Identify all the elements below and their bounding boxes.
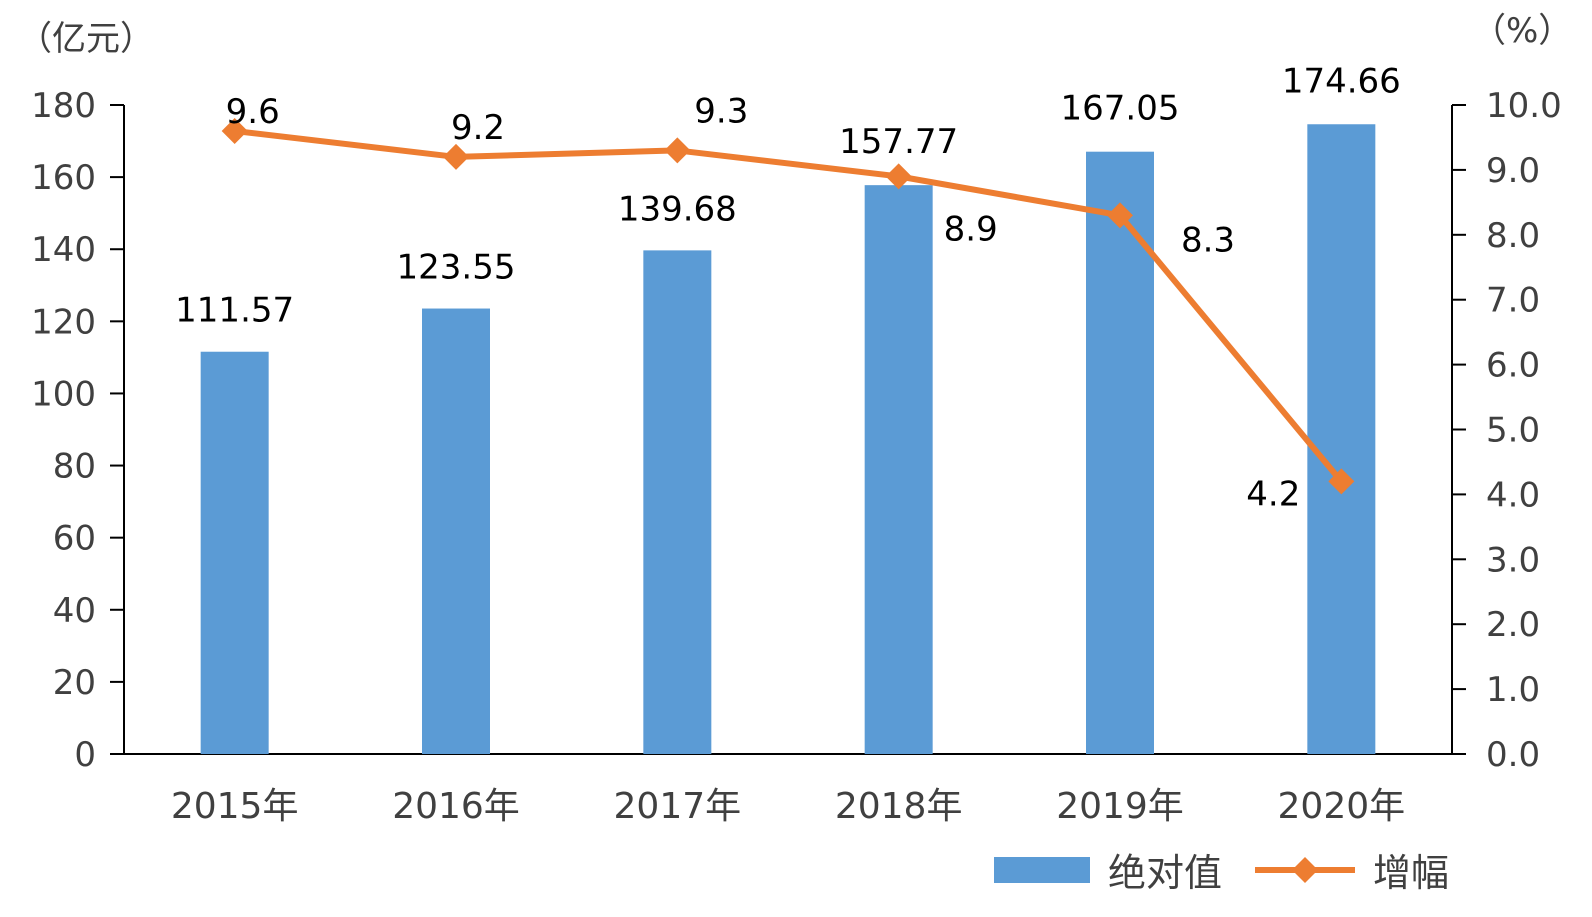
bar: [643, 250, 712, 754]
bar-value-label: 123.55: [397, 248, 516, 288]
bar: [1086, 151, 1154, 754]
legend: 绝对值 增幅: [994, 851, 1449, 895]
left-tick-label: 80: [53, 447, 96, 487]
right-tick-label: 2.0: [1486, 605, 1540, 645]
x-tick-label: 2020年: [1278, 786, 1406, 827]
right-tick-label: 4.0: [1486, 475, 1540, 515]
left-axis-unit: （亿元）: [18, 19, 154, 59]
legend-swatch-marker: [1292, 857, 1318, 883]
line-value-label: 9.6: [226, 92, 280, 132]
bar: [422, 308, 490, 754]
bar-value-label: 167.05: [1061, 89, 1180, 129]
left-tick-label: 180: [31, 86, 96, 126]
right-axis-unit: （%）: [1472, 11, 1572, 51]
left-tick-label: 0: [74, 735, 96, 775]
left-tick-label: 100: [31, 374, 96, 414]
bar-value-label: 139.68: [618, 189, 737, 229]
x-tick-label: 2018年: [835, 786, 963, 827]
right-tick-label: 0.0: [1486, 735, 1540, 775]
line-value-label: 8.9: [944, 209, 998, 249]
right-tick-label: 9.0: [1486, 151, 1540, 191]
bar-value-label: 174.66: [1282, 61, 1401, 101]
line-marker: [221, 117, 248, 144]
right-tick-label: 8.0: [1486, 216, 1540, 256]
left-tick-label: 140: [31, 230, 96, 270]
line-value-label: 4.2: [1246, 474, 1300, 514]
bar-value-label: 111.57: [175, 291, 294, 331]
legend-label-line: 增幅: [1373, 851, 1449, 895]
right-tick-label: 1.0: [1486, 670, 1540, 710]
left-tick-label: 160: [31, 158, 96, 198]
line-value-label: 9.2: [451, 108, 505, 148]
x-tick-label: 2016年: [392, 786, 520, 827]
plot-area: 0 20 40 60 80 100 120 140 160 180 0.0 1.0 2.0 3.0 4.0 5…: [31, 61, 1562, 827]
left-tick-label: 60: [53, 519, 96, 559]
line-marker: [443, 143, 469, 170]
line-marker: [664, 137, 691, 164]
line-value-label: 9.3: [694, 91, 748, 131]
x-tick-label: 2015年: [171, 786, 299, 827]
x-tick-label: 2019年: [1056, 786, 1184, 827]
right-tick-label: 6.0: [1486, 346, 1540, 386]
legend-label-bar: 绝对值: [1108, 851, 1222, 895]
left-tick-label: 40: [53, 591, 96, 631]
x-tick-label: 2017年: [614, 786, 742, 827]
right-tick-label: 7.0: [1486, 281, 1540, 321]
left-tick-label: 20: [53, 663, 96, 703]
line-marker: [1107, 202, 1133, 229]
line-marker: [1328, 468, 1355, 495]
bar: [1307, 124, 1376, 755]
right-tick-label: 3.0: [1486, 540, 1540, 580]
bar: [864, 185, 933, 755]
legend-swatch-bar: [994, 857, 1090, 883]
line-marker: [885, 163, 912, 190]
growth-line: [234, 127, 1344, 484]
line-value-label: 8.3: [1181, 220, 1235, 260]
right-tick-label: 10.0: [1486, 86, 1562, 126]
right-tick-label: 5.0: [1486, 411, 1540, 451]
left-tick-label: 120: [31, 302, 96, 342]
bar-value-label: 157.77: [839, 122, 958, 162]
bar: [200, 351, 269, 754]
